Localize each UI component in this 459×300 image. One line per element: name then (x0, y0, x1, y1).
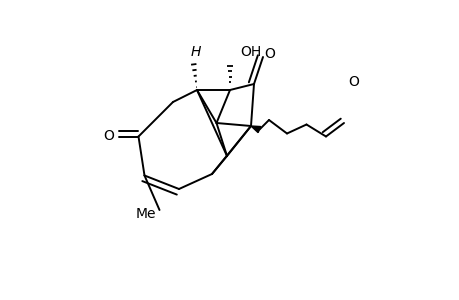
Text: Me: Me (136, 208, 156, 221)
Text: H: H (190, 46, 200, 59)
Text: O: O (348, 76, 358, 89)
Polygon shape (251, 126, 260, 133)
Text: O: O (264, 47, 275, 61)
Text: O: O (103, 130, 114, 143)
Text: OH: OH (240, 46, 261, 59)
